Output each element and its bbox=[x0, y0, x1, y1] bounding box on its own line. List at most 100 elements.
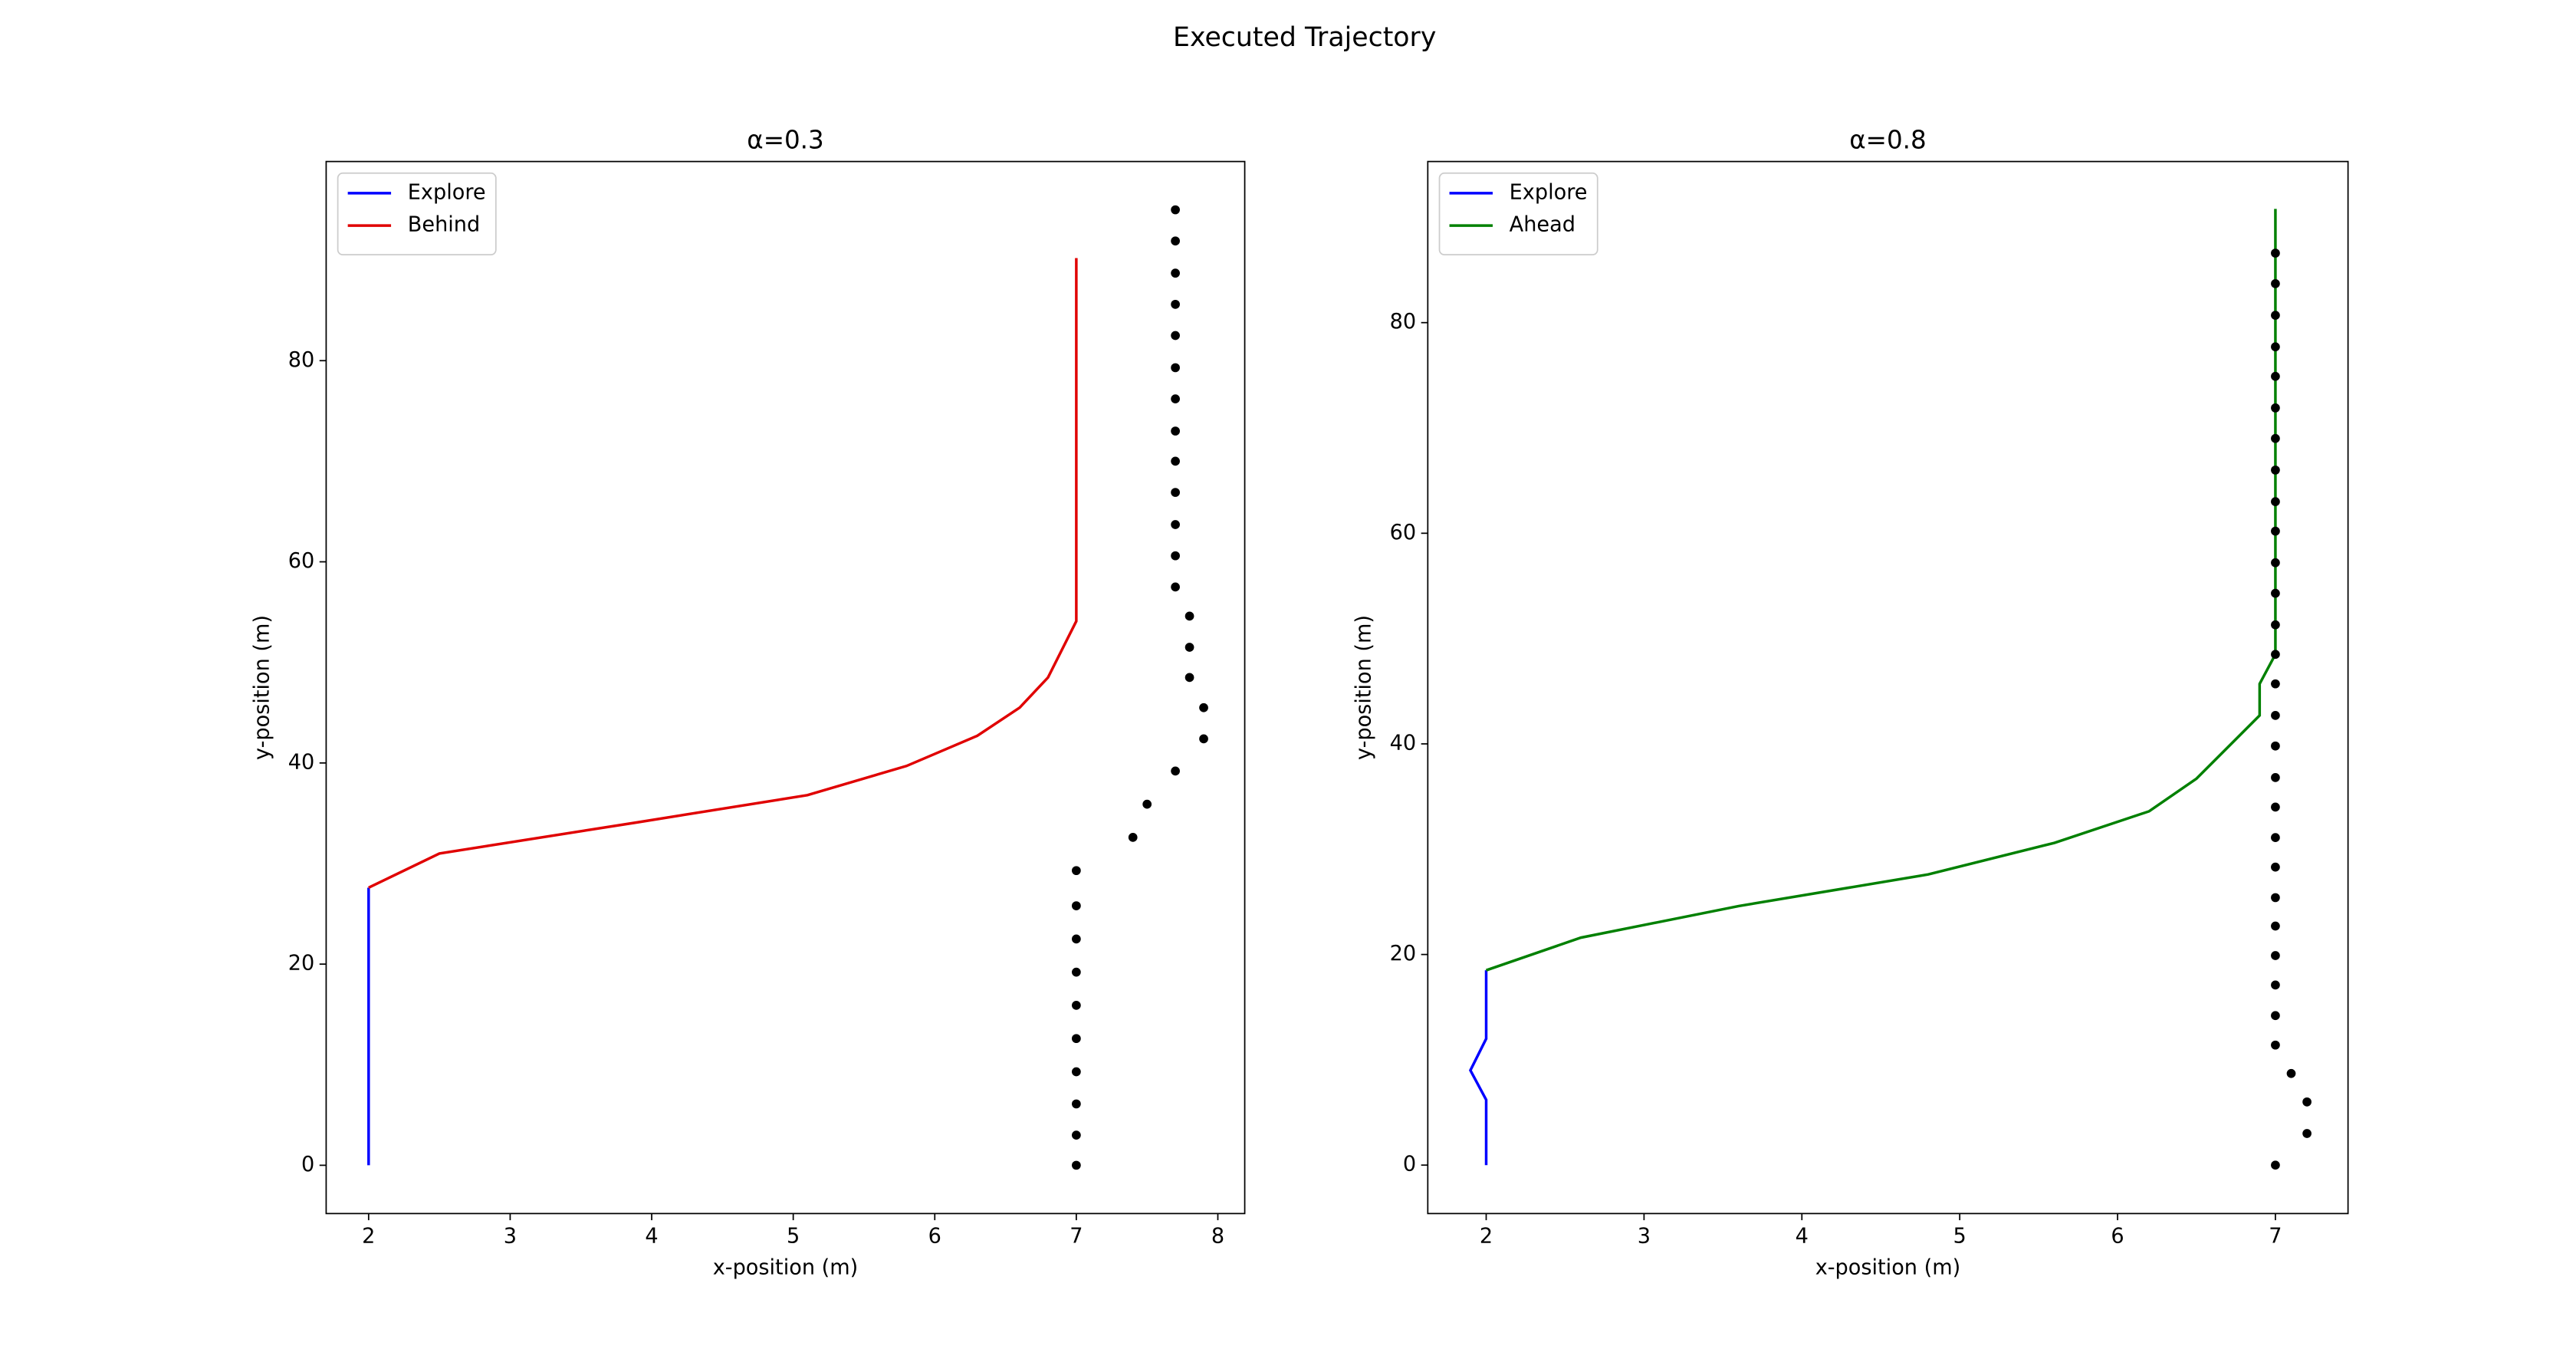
scatter-point bbox=[1072, 1099, 1081, 1109]
scatter-point bbox=[2271, 1040, 2280, 1050]
y-tick-label: 0 bbox=[1403, 1153, 1416, 1176]
scatter-point bbox=[2302, 1097, 2312, 1107]
y-axis-label: y-position (m) bbox=[250, 615, 274, 760]
scatter-point bbox=[2271, 711, 2280, 720]
scatter-point bbox=[2271, 371, 2280, 381]
scatter-point bbox=[2271, 248, 2280, 258]
scatter-point bbox=[2302, 1129, 2312, 1138]
scatter-point bbox=[2271, 1011, 2280, 1021]
scatter-point bbox=[2271, 558, 2280, 568]
subplot-title: α=0.3 bbox=[747, 126, 824, 155]
scatter-point bbox=[2286, 1068, 2296, 1078]
scatter-point bbox=[1142, 799, 1152, 809]
y-tick-label: 40 bbox=[288, 750, 315, 774]
scatter-point bbox=[2271, 279, 2280, 288]
y-axis-label: y-position (m) bbox=[1352, 615, 1375, 760]
scatter-point bbox=[2271, 679, 2280, 689]
scatter-point bbox=[2271, 1160, 2280, 1170]
y-tick-label: 80 bbox=[288, 348, 315, 372]
data-line bbox=[1468, 970, 1488, 1166]
scatter-point bbox=[1128, 833, 1138, 842]
x-tick-label: 7 bbox=[2269, 1224, 2282, 1248]
scatter-point bbox=[1171, 268, 1180, 278]
x-tick-label: 4 bbox=[1796, 1224, 1809, 1248]
scatter-point bbox=[1171, 520, 1180, 529]
y-tick-label: 40 bbox=[1390, 731, 1417, 755]
scatter-point bbox=[2271, 951, 2280, 960]
x-tick-label: 2 bbox=[362, 1224, 375, 1248]
scatter-point bbox=[2271, 773, 2280, 782]
x-tick-label: 5 bbox=[1953, 1224, 1967, 1248]
legend-label: Explore bbox=[1510, 180, 1588, 204]
scatter-point bbox=[1072, 1130, 1081, 1140]
legend-label: Ahead bbox=[1510, 213, 1576, 237]
scatter-point bbox=[1171, 331, 1180, 341]
scatter-point bbox=[1072, 901, 1081, 910]
scatter-point bbox=[1199, 734, 1208, 744]
scatter-point bbox=[1184, 611, 1194, 621]
x-tick-label: 7 bbox=[1070, 1224, 1083, 1248]
scatter-point bbox=[2271, 862, 2280, 872]
plot-frame bbox=[325, 160, 1246, 1215]
scatter-point bbox=[1171, 426, 1180, 436]
scatter-point bbox=[1171, 551, 1180, 561]
scatter-point bbox=[1171, 363, 1180, 373]
x-tick-label: 8 bbox=[1211, 1224, 1224, 1248]
scatter-point bbox=[1171, 582, 1180, 592]
scatter-point bbox=[2271, 833, 2280, 843]
y-tick-label: 80 bbox=[1390, 310, 1417, 334]
legend-label: Behind bbox=[408, 213, 480, 237]
legend-label: Explore bbox=[408, 180, 486, 204]
x-tick-label: 2 bbox=[1480, 1224, 1493, 1248]
x-tick-label: 4 bbox=[645, 1224, 658, 1248]
scatter-point bbox=[1171, 766, 1180, 776]
subplot-title: α=0.8 bbox=[1849, 126, 1926, 155]
scatter-point bbox=[1171, 394, 1180, 403]
scatter-point bbox=[1072, 1034, 1081, 1044]
scatter-point bbox=[1184, 643, 1194, 652]
scatter-point bbox=[2271, 526, 2280, 536]
data-line bbox=[1485, 209, 2277, 972]
scatter-point bbox=[1171, 456, 1180, 466]
scatter-point bbox=[1171, 488, 1180, 497]
scatter-point bbox=[2271, 980, 2280, 990]
x-axis-label: x-position (m) bbox=[1815, 1256, 1961, 1280]
scatter-point bbox=[1072, 866, 1081, 876]
scatter-point bbox=[1199, 702, 1208, 712]
x-axis-label: x-position (m) bbox=[713, 1256, 859, 1280]
scatter-point bbox=[2271, 311, 2280, 320]
scatter-point bbox=[2271, 403, 2280, 413]
scatter-point bbox=[2271, 893, 2280, 903]
x-tick-label: 5 bbox=[787, 1224, 800, 1248]
y-tick-label: 60 bbox=[288, 549, 315, 573]
scatter-point bbox=[1184, 673, 1194, 683]
scatter-point bbox=[2271, 433, 2280, 443]
y-tick-label: 20 bbox=[1390, 942, 1417, 966]
scatter-point bbox=[1171, 299, 1180, 309]
scatter-point bbox=[2271, 921, 2280, 931]
scatter-point bbox=[2271, 342, 2280, 352]
scatter-point bbox=[1171, 205, 1180, 215]
figure-title: Executed Trajectory bbox=[1173, 22, 1436, 53]
scatter-point bbox=[2271, 497, 2280, 506]
scatter-point bbox=[1072, 1160, 1081, 1170]
y-tick-label: 20 bbox=[288, 952, 315, 976]
x-tick-label: 6 bbox=[928, 1224, 941, 1248]
scatter-point bbox=[2271, 588, 2280, 598]
scatter-point bbox=[1072, 1001, 1081, 1010]
scatter-point bbox=[1072, 967, 1081, 977]
y-tick-label: 0 bbox=[301, 1153, 314, 1176]
scatter-point bbox=[2271, 741, 2280, 751]
scatter-point bbox=[2271, 620, 2280, 630]
x-tick-label: 3 bbox=[504, 1224, 517, 1248]
x-tick-label: 3 bbox=[1638, 1224, 1651, 1248]
scatter-point bbox=[1072, 1067, 1081, 1077]
scatter-point bbox=[2271, 466, 2280, 475]
scatter-point bbox=[2271, 650, 2280, 660]
scatter-point bbox=[2271, 802, 2280, 812]
scatter-point bbox=[1072, 934, 1081, 944]
scatter-point bbox=[1171, 236, 1180, 246]
plot-frame bbox=[1427, 160, 2349, 1215]
